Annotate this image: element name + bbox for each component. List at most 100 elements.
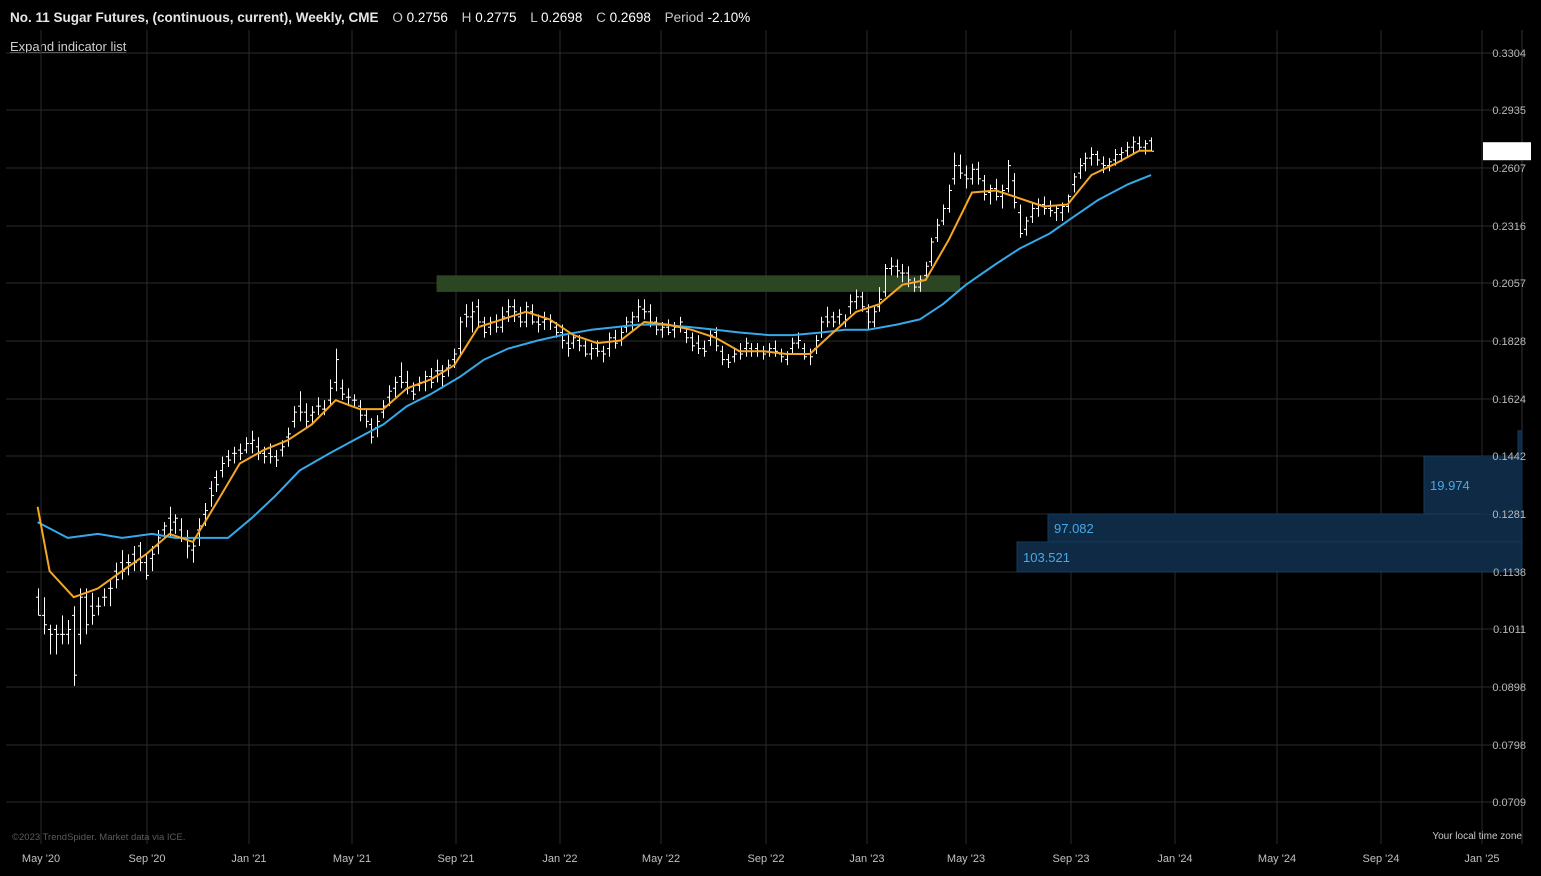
- price-tick-label: 0.2316: [1492, 221, 1526, 233]
- ohlc-bar: [1125, 141, 1130, 159]
- ohlc-bar: [1018, 204, 1023, 238]
- ohlc-bar: [690, 332, 695, 352]
- ohlc-bar: [36, 588, 41, 616]
- ohlc-bar: [779, 348, 784, 363]
- ohlc-bar: [364, 409, 369, 428]
- price-tick-label: 0.1442: [1492, 451, 1526, 463]
- ohlc-bar: [1078, 158, 1083, 179]
- ohlc-bar: [958, 154, 963, 179]
- ohlc-bar: [970, 163, 975, 185]
- ohlc-bar: [518, 306, 523, 328]
- fast-moving-average-line: [36, 149, 1152, 599]
- ohlc-bars: [36, 136, 1154, 686]
- price-tick-label: 0.1624: [1492, 394, 1526, 406]
- ohlc-bar: [274, 450, 279, 467]
- price-tick-label: 0.0798: [1492, 740, 1526, 752]
- ohlc-bar: [316, 397, 321, 416]
- ohlc-bar: [440, 365, 445, 389]
- ohlc-bar: [941, 204, 946, 226]
- ohlc-bar: [848, 294, 853, 315]
- ohlc-bar: [872, 306, 877, 328]
- ohlc-bar: [458, 316, 463, 355]
- price-tick-label: 0.0898: [1492, 682, 1526, 694]
- price-tick-label: 0.1281: [1492, 509, 1526, 521]
- open-label: O: [392, 10, 403, 25]
- ohlc-bar: [298, 391, 303, 422]
- ohlc-bar: [964, 165, 969, 189]
- ohlc-bar: [476, 299, 481, 328]
- ohlc-bar: [589, 343, 594, 360]
- ohlc-bar: [666, 319, 671, 336]
- time-tick-label: Jan '25: [1464, 853, 1499, 865]
- ohlc-bar: [292, 406, 297, 428]
- time-tick-label: May '23: [947, 853, 985, 865]
- ohlc-bar: [340, 379, 345, 401]
- ohlc-bar: [889, 257, 894, 276]
- ohlc-bar: [947, 184, 952, 213]
- ohlc-bar: [66, 620, 71, 645]
- ohlc-bar: [732, 348, 737, 363]
- ohlc-bar: [393, 376, 398, 398]
- time-tick-label: May '22: [642, 853, 680, 865]
- ohlc-bar: [286, 427, 291, 447]
- ohlc-bar: [168, 506, 173, 538]
- price-tick-label: 0.2935: [1492, 105, 1526, 117]
- price-tick-label: 0.1138: [1493, 567, 1526, 579]
- ohlc-bar: [1036, 198, 1041, 217]
- price-tick-label: 0.1828: [1492, 336, 1526, 348]
- ohlc-bar: [1143, 140, 1148, 155]
- volume-profile-bar: [1016, 541, 1523, 573]
- ohlc-bar: [138, 541, 143, 572]
- ohlc-bar: [90, 592, 95, 625]
- ohlc-bar: [726, 354, 731, 369]
- ohlc-bar: [607, 332, 612, 357]
- ohlc-bar: [250, 430, 255, 454]
- ohlc-bar: [654, 316, 659, 336]
- ohlc-bar: [1072, 173, 1077, 193]
- ohlc-bar: [837, 309, 842, 325]
- ohlc-bar: [1089, 147, 1094, 166]
- ohlc-bar: [244, 437, 249, 454]
- ohlc-bar: [854, 289, 859, 310]
- price-axis[interactable]: 0.3304 0.2935 0.2607 0.2316 0.2057 0.1828 0.16…: [1483, 48, 1531, 809]
- time-tick-label: Jan '23: [849, 853, 884, 865]
- timezone-label[interactable]: Your local time zone: [1432, 831, 1522, 842]
- close-label: C: [596, 10, 606, 25]
- ohlc-bar: [126, 554, 131, 576]
- ohlc-bar: [304, 403, 309, 428]
- time-tick-label: Sep '21: [438, 853, 475, 865]
- expand-indicator-list-link[interactable]: Expand indicator list: [10, 39, 127, 54]
- ohlc-bar: [488, 316, 493, 336]
- time-axis[interactable]: May '20 Sep '20 Jan '21 May '21 Sep '21 Jan '…: [22, 853, 1500, 865]
- ohlc-bar: [672, 322, 677, 338]
- ohlc-bar: [1006, 159, 1011, 193]
- price-tick-label: 0.3304: [1492, 48, 1526, 60]
- volume-profile-label: 103.521: [1023, 550, 1070, 565]
- period-label: Period: [664, 10, 704, 25]
- ohlc-bar: [150, 546, 155, 572]
- ohlc-bar: [883, 263, 888, 297]
- ohlc-bar: [1024, 216, 1029, 236]
- volume-profile-bar: [1481, 456, 1522, 514]
- ohlc-bar: [464, 304, 469, 328]
- time-tick-label: Jan '21: [231, 853, 266, 865]
- moving-averages: [36, 149, 1152, 599]
- ohlc-bar: [173, 514, 178, 534]
- ohlc-bar: [1000, 184, 1005, 209]
- close-value: 0.2698: [609, 10, 651, 25]
- ohlc-bar: [470, 301, 475, 333]
- ohlc-bar: [1083, 152, 1088, 172]
- ohlc-bar: [435, 359, 440, 383]
- ohlc-bar: [54, 624, 59, 655]
- ohlc-bar: [232, 446, 237, 464]
- ohlc-bar: [399, 362, 404, 389]
- ohlc-bar: [78, 588, 83, 645]
- ohlc-bar: [935, 218, 940, 243]
- ohlc-bar: [482, 316, 487, 338]
- ohlc-bar: [952, 152, 957, 185]
- time-tick-label: Sep '22: [748, 853, 785, 865]
- ohlc-bar: [185, 529, 190, 559]
- ohlc-bar: [494, 314, 499, 333]
- time-tick-label: Sep '24: [1363, 853, 1400, 865]
